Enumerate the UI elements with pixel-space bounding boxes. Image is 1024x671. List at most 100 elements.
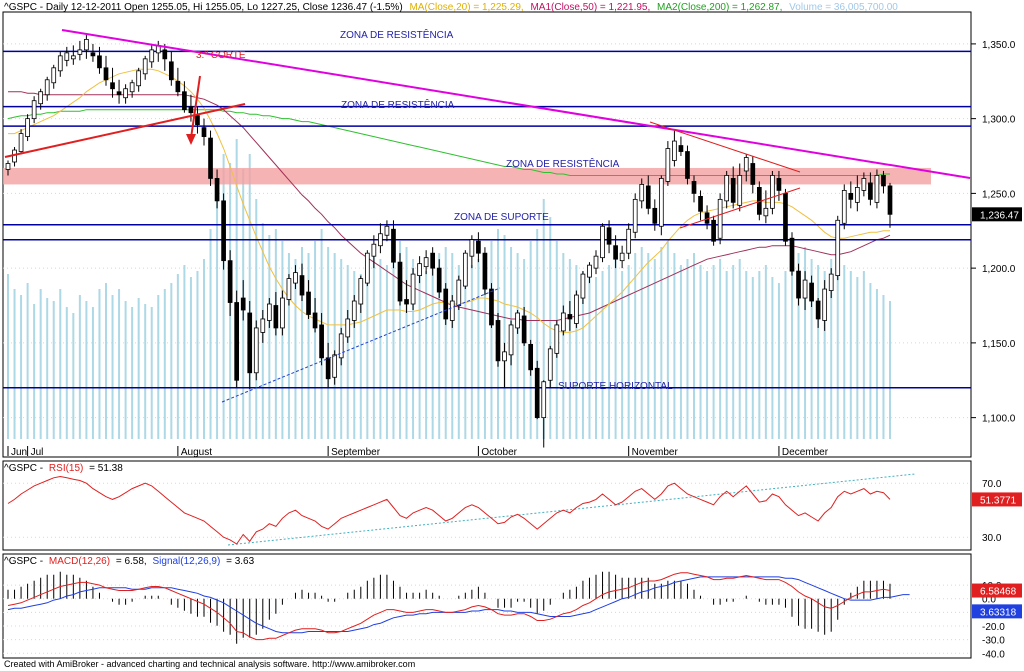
volume-bar (392, 253, 395, 439)
candle-body (378, 233, 383, 247)
candle-body (338, 333, 344, 359)
candle-body (253, 327, 259, 374)
volume-bar (856, 277, 859, 439)
volume-bar (464, 271, 467, 439)
volume-bar (843, 265, 846, 439)
volume-bar (621, 271, 624, 439)
trend-lines (4, 29, 971, 403)
candle-body (214, 178, 220, 202)
volume-bar (294, 259, 297, 439)
candle-body (724, 175, 730, 202)
candle-body (672, 140, 677, 161)
candle-body (678, 145, 684, 152)
volume-bar (581, 271, 584, 439)
rsi-trend-line (227, 473, 916, 546)
macd-tick-label: -30.0 (982, 636, 1005, 647)
candle-body (854, 187, 860, 203)
candle-body (371, 243, 377, 257)
candle-body (495, 320, 501, 362)
volume-bar (412, 259, 415, 439)
candle-body (195, 115, 200, 126)
red-triangle-top (649, 121, 801, 173)
macd-pane (2, 553, 972, 659)
volume-bar (353, 271, 356, 439)
annotation-corte: 3.º CORTE (196, 50, 246, 61)
candle-body (364, 252, 370, 284)
candle-body (730, 178, 736, 203)
candle-body (685, 151, 690, 179)
volume-bar (875, 289, 878, 439)
price-tick-label: 1,200.0 (982, 264, 1016, 275)
volume-bar (438, 253, 441, 439)
candle-body (280, 297, 285, 329)
volume-bar (745, 271, 748, 439)
resistance-band (3, 167, 931, 185)
candle-body (103, 67, 109, 81)
rsi-last-box (972, 492, 1022, 507)
macd-header-prefix: ^GSPC - (4, 556, 43, 567)
candle-body (665, 148, 671, 182)
candle-body (260, 318, 266, 333)
volume-bar (65, 307, 68, 439)
volume-bar (144, 304, 147, 439)
candle-body (123, 88, 128, 99)
volume-bar (719, 259, 722, 439)
volume-bar (725, 271, 728, 439)
candle-body (312, 312, 318, 329)
candle-body (306, 291, 311, 315)
candle-body (208, 137, 213, 179)
volume-bar (372, 253, 375, 439)
rsi-header: ^GSPC - RSI(15) = 51.38 (4, 463, 123, 474)
x-tick-label: November (632, 447, 679, 458)
candle-body (293, 272, 298, 284)
candle-body (619, 252, 625, 262)
volume-bar (216, 199, 219, 439)
volume-bar (287, 253, 290, 439)
candle-body (84, 39, 89, 51)
candle-body (25, 118, 30, 137)
candle-body (436, 267, 442, 293)
volume-bar (784, 271, 787, 439)
volume-bar (425, 271, 428, 439)
candle-body (57, 55, 63, 72)
candle-body (796, 270, 801, 299)
candle-body (64, 52, 70, 61)
volume-bar (601, 271, 604, 439)
rsi-tick-label: 70.0 (982, 479, 1002, 490)
volume-bar (732, 265, 735, 439)
dashed-support-line (221, 287, 501, 403)
candle-body (476, 240, 481, 254)
candle-body (802, 279, 808, 299)
candle-body (645, 185, 651, 209)
candle-body (469, 239, 475, 257)
candle-body (717, 198, 723, 239)
candle-body (430, 252, 436, 269)
candle-body (547, 348, 553, 381)
volume-bar (366, 259, 369, 439)
volume-bar (163, 289, 166, 439)
candle-body (632, 198, 638, 233)
candle-body (652, 207, 658, 224)
volume-bar (307, 253, 310, 439)
volume-bar (189, 277, 192, 439)
candle-body (332, 354, 338, 378)
signal-last-box (972, 604, 1022, 619)
candle-body (201, 127, 207, 137)
price-header-ma50: MA1(Close,50) = 1,221.95, (530, 2, 650, 13)
volume-bar (91, 307, 94, 439)
candle-body (462, 252, 468, 287)
annotation-resist2: ZONA DE RESISTÊNCIA (341, 98, 455, 111)
volume-bar (248, 154, 251, 439)
red-arrow (190, 75, 201, 139)
volume-bar (523, 259, 526, 439)
candle-body (881, 175, 886, 187)
volume-bar (764, 265, 767, 439)
volume-bar (59, 289, 62, 439)
candle-body (325, 357, 331, 380)
volume-bar (314, 241, 317, 439)
candle-body (51, 67, 57, 84)
candle-body (743, 157, 749, 172)
candle-body (541, 381, 547, 419)
volume-bar (405, 247, 408, 439)
volume-bar (797, 253, 800, 439)
